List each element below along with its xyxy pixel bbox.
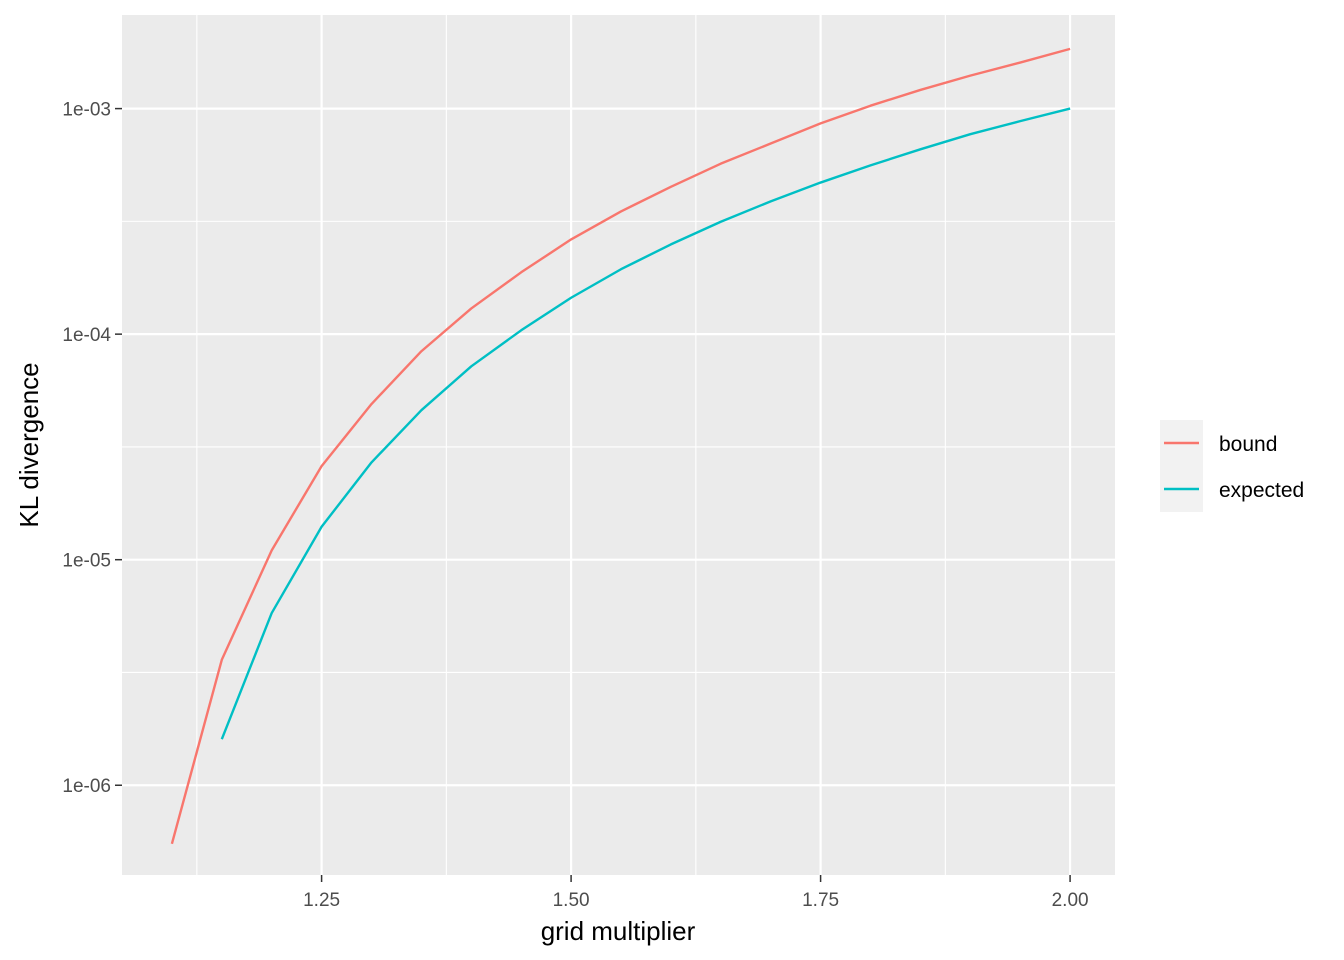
y-axis: 1e-06 1e-05 1e-04 1e-03 [62, 100, 122, 797]
legend-label-expected: expected [1219, 479, 1304, 502]
x-axis: 1.25 1.50 1.75 2.00 [303, 875, 1089, 911]
series-line-expected [220, 107, 1071, 740]
y-tick-label: 1e-06 [62, 776, 111, 797]
panel-background [122, 15, 1115, 875]
x-tick-label: 1.25 [303, 890, 340, 911]
y-axis-title: KL divergence [14, 362, 44, 527]
major-gridlines [122, 15, 1115, 875]
x-tick-label: 2.00 [1052, 890, 1089, 911]
y-tick-label: 1e-03 [62, 100, 111, 121]
x-tick-label: 1.75 [802, 890, 839, 911]
series-lines [170, 47, 1071, 845]
series-line-bound [170, 47, 1071, 845]
y-tick-label: 1e-05 [62, 551, 111, 572]
x-tick-label: 1.50 [553, 890, 590, 911]
legend: bound expected [1160, 420, 1304, 512]
legend-label-bound: bound [1219, 433, 1277, 456]
y-tick-label: 1e-04 [62, 325, 111, 346]
x-axis-title: grid multiplier [541, 916, 696, 946]
minor-gridlines [122, 15, 1115, 875]
